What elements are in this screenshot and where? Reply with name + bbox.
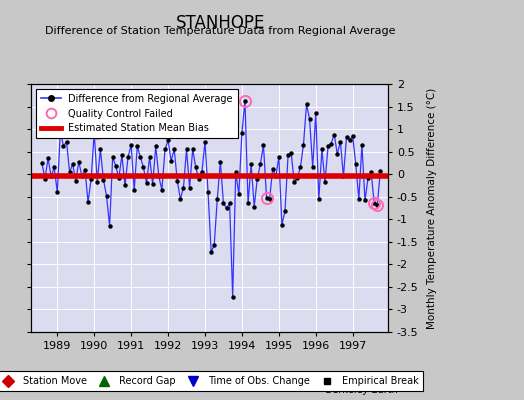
Text: Berkeley Earth: Berkeley Earth (326, 385, 398, 395)
Legend: Difference from Regional Average, Quality Control Failed, Estimated Station Mean: Difference from Regional Average, Qualit… (36, 89, 238, 138)
Text: Difference of Station Temperature Data from Regional Average: Difference of Station Temperature Data f… (45, 26, 395, 36)
Text: STANHOPE: STANHOPE (176, 14, 265, 32)
Y-axis label: Monthly Temperature Anomaly Difference (°C): Monthly Temperature Anomaly Difference (… (427, 87, 437, 329)
Legend: Station Move, Record Gap, Time of Obs. Change, Empirical Break: Station Move, Record Gap, Time of Obs. C… (0, 372, 423, 391)
